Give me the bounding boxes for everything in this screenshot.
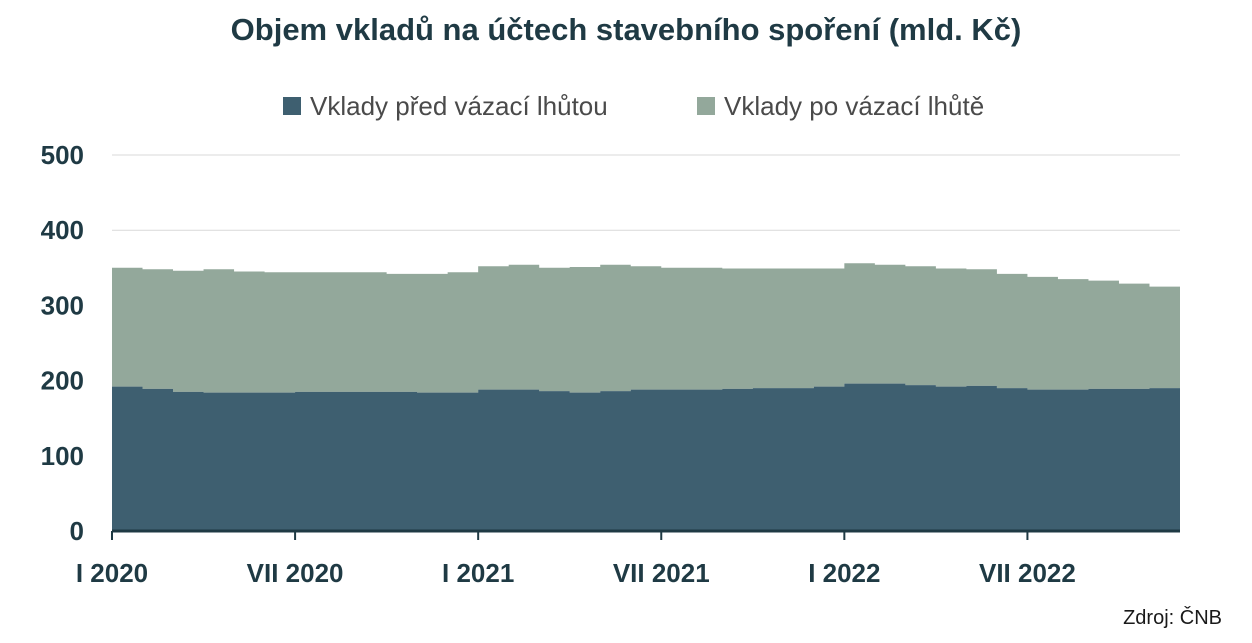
x-tick-label: VII 2021 [613,558,710,588]
y-tick-label: 0 [70,516,84,546]
x-tick-label: VII 2020 [247,558,344,588]
y-tick-label: 500 [41,140,84,170]
x-tick-label: VII 2022 [979,558,1076,588]
legend-swatch-series-1 [283,97,301,115]
legend: Vklady před vázací lhůtou Vklady po váza… [283,91,984,121]
x-axis: I 2020 VII 2020 I 2021 VII 2021 I 2022 VII 20… [76,531,1076,588]
y-tick-label: 300 [41,290,84,320]
area-series-2 [112,263,1180,393]
area-series-1 [112,383,1180,531]
x-tick-label: I 2020 [76,558,148,588]
legend-swatch-series-2 [697,97,715,115]
y-tick-label: 200 [41,366,84,396]
x-tick-label: I 2022 [808,558,880,588]
y-tick-label: 400 [41,215,84,245]
y-tick-label: 100 [41,441,84,471]
legend-label-series-1: Vklady před vázací lhůtou [310,91,608,121]
plot-areas [112,263,1180,531]
source-note: Zdroj: ČNB [1123,606,1222,629]
x-tick-label: I 2021 [442,558,514,588]
legend-label-series-2: Vklady po vázací lhůtě [724,91,984,121]
chart-title: Objem vkladů na účtech stavebního spořen… [231,12,1022,47]
y-axis: 0 100 200 300 400 500 [41,140,84,546]
